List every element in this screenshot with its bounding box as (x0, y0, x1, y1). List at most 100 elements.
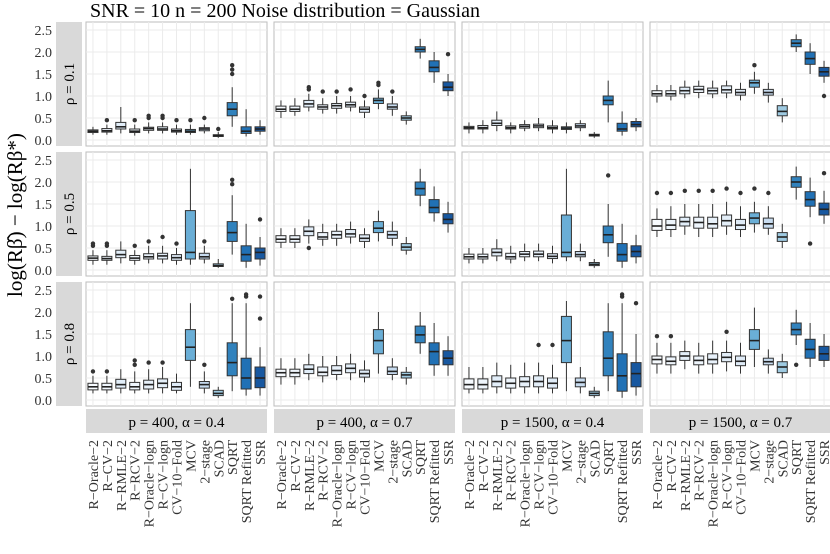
box (184, 168, 196, 265)
outlier-point (390, 89, 395, 94)
outlier-point (146, 239, 151, 244)
box (198, 239, 210, 264)
box (748, 307, 760, 367)
box (254, 120, 266, 135)
box-body (630, 362, 642, 388)
x-tick-label: SSR (818, 439, 830, 465)
y-tick-label: 1.0 (35, 350, 53, 365)
facet-panel (649, 281, 830, 407)
box-body (428, 199, 440, 214)
box (254, 217, 266, 266)
box (574, 120, 586, 132)
box (519, 120, 531, 132)
box-body (442, 81, 454, 92)
box (588, 259, 600, 268)
outlier-point (668, 190, 674, 196)
box-body (748, 79, 760, 88)
outlier-point (104, 369, 110, 374)
box (358, 93, 371, 118)
box (289, 98, 301, 116)
outlier-point (104, 118, 110, 123)
box (212, 386, 224, 398)
row-strip-label: ρ = 0.8 (62, 323, 78, 365)
box (734, 190, 747, 237)
column-strip-label: p = 400, α = 0.4 (128, 415, 225, 431)
facet-panels: ρ = 0.1 0.0 0.5 1.0 1.5 2.0 2.5 ρ = 0.5 0.0 0.5 1.… (35, 21, 830, 527)
y-tick-label: 2.0 (35, 306, 53, 321)
box (734, 342, 747, 374)
box (679, 340, 691, 370)
x-tick-label: R−CV−logn (721, 440, 736, 509)
box (101, 241, 113, 265)
box (157, 113, 169, 134)
x-tick-label: SCAD (588, 440, 603, 477)
outlier-point (202, 362, 207, 367)
outlier-point (320, 89, 325, 94)
x-tick-label: SQRT Refitted (240, 440, 255, 523)
box (762, 190, 774, 235)
x-tick-label: SCAD (776, 440, 791, 477)
box (630, 234, 642, 264)
box (602, 80, 614, 123)
outlier-point (146, 113, 151, 119)
outlier-point (668, 334, 674, 339)
x-tick-label: SCAD (400, 440, 415, 477)
box (546, 245, 559, 264)
box (414, 312, 426, 354)
box (491, 239, 503, 262)
box-body (651, 218, 663, 231)
box (198, 115, 210, 134)
y-tick-label: 2.5 (35, 24, 53, 39)
facet-panel (273, 281, 456, 407)
box (721, 329, 733, 372)
facet-panel (461, 151, 644, 277)
row-strip (56, 22, 82, 146)
box (491, 111, 503, 132)
box (505, 245, 517, 264)
outlier-point (793, 362, 799, 367)
box-body (317, 366, 329, 377)
x-tick-label: SQRT (226, 440, 241, 475)
box (505, 364, 517, 394)
box (226, 296, 238, 392)
box-body (560, 315, 572, 364)
column-strip (462, 409, 643, 433)
outlier-point (550, 342, 555, 348)
box (331, 356, 343, 381)
box (818, 334, 830, 367)
box (345, 87, 357, 112)
y-tick-label: 1.0 (35, 90, 53, 105)
box (129, 358, 141, 394)
x-tick-label: SQRT Refitted (616, 440, 631, 523)
box (317, 223, 329, 246)
box (115, 369, 127, 394)
box (372, 80, 384, 110)
box (665, 190, 677, 237)
x-tick-label: R−RCV−2 (129, 440, 144, 501)
box-body (226, 342, 238, 377)
box (386, 358, 398, 381)
y-tick-label: 1.5 (35, 68, 53, 83)
outlier-point (376, 80, 381, 86)
box (289, 358, 301, 385)
box-body (602, 331, 614, 377)
outlier-point (752, 186, 757, 191)
outlier-point (257, 294, 263, 299)
box (790, 166, 802, 200)
facet-panel (273, 21, 456, 147)
y-tick-label: 0.5 (35, 242, 53, 257)
box (804, 323, 816, 367)
column-strip-label: p = 1500, α = 0.4 (501, 415, 605, 431)
box (477, 120, 489, 134)
outlier-point (202, 239, 207, 244)
x-tick-label: CV−10−Fold (547, 440, 562, 515)
y-tick-label: 2.0 (35, 46, 53, 61)
box (198, 362, 210, 394)
row-strip-label: ρ = 0.1 (62, 63, 78, 105)
box (463, 122, 475, 134)
outlier-point (90, 241, 96, 246)
y-tick-label: 0.0 (35, 264, 53, 279)
outlier-point (821, 93, 827, 99)
box (693, 80, 705, 99)
y-tick-label: 2.0 (35, 176, 53, 191)
